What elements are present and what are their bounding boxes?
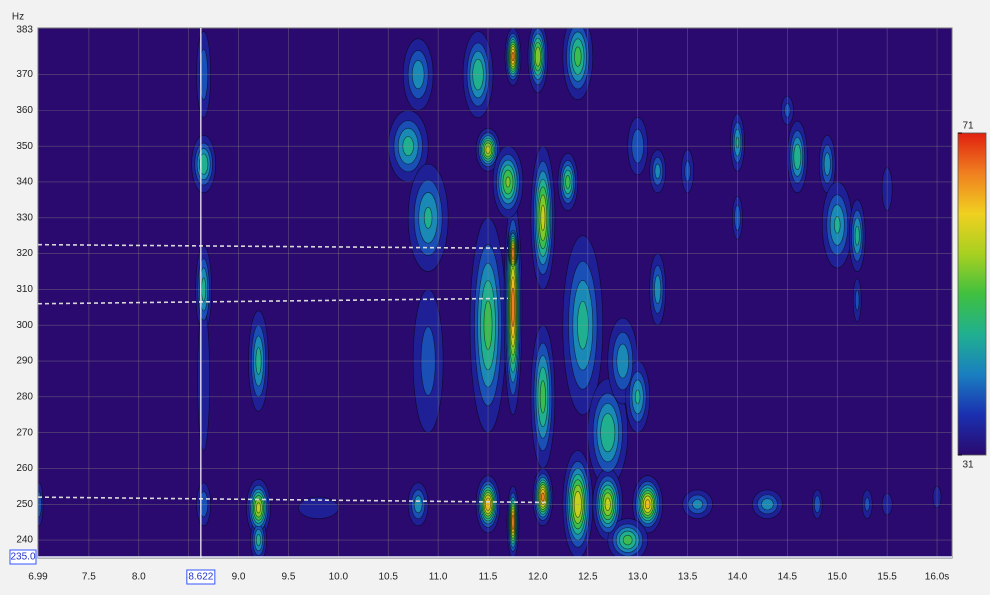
x-tick-label: 15.0 bbox=[828, 572, 848, 583]
y-tick-label: 270 bbox=[16, 427, 33, 438]
y-tick-label: 260 bbox=[16, 463, 33, 474]
colorbar-label: 71 bbox=[962, 121, 974, 132]
y-tick-label: 240 bbox=[16, 535, 33, 546]
energy-contour bbox=[541, 493, 544, 502]
x-tick-label: 12.5 bbox=[578, 572, 598, 583]
y-tick-label: 300 bbox=[16, 320, 33, 331]
x-tick-label: 11.5 bbox=[479, 572, 498, 583]
y-tick-label: 280 bbox=[16, 391, 33, 402]
y-unit: Hz bbox=[12, 12, 24, 23]
x-tick-label: 10.0 bbox=[329, 572, 349, 583]
energy-contour bbox=[512, 515, 514, 530]
y-tick-label: 383 bbox=[16, 25, 33, 36]
energy-contour bbox=[655, 164, 660, 179]
y-tick-label: 370 bbox=[16, 69, 33, 80]
energy-contour bbox=[574, 47, 581, 66]
energy-contour bbox=[855, 226, 859, 245]
x-tick-label: 12.0 bbox=[528, 572, 548, 583]
energy-contour bbox=[198, 307, 210, 450]
y-tick-label: 340 bbox=[16, 177, 33, 188]
x-tick-label: 14.0 bbox=[728, 572, 748, 583]
energy-contour bbox=[855, 290, 859, 311]
y-tick-label: 360 bbox=[16, 105, 33, 116]
energy-contour bbox=[511, 288, 514, 327]
x-cursor-label: 8.622 bbox=[188, 572, 213, 583]
y-tick-label: 350 bbox=[16, 141, 33, 152]
colorbar-label: 31 bbox=[962, 460, 974, 471]
y-tick-label: 310 bbox=[16, 284, 33, 295]
x-tick-label: 15.5 bbox=[877, 572, 897, 583]
y-tick-label: 330 bbox=[16, 212, 33, 223]
x-tick-label: 6.99 bbox=[28, 572, 48, 583]
spectrogram-window: Hz 6.997.58.089.09.510.010.511.011.512.0… bbox=[0, 0, 990, 590]
x-tick-label: 9.0 bbox=[232, 572, 246, 583]
y-cursor-label: 235.0 bbox=[10, 552, 35, 563]
x-tick-label: 7.5 bbox=[82, 572, 96, 583]
energy-contour bbox=[824, 153, 830, 176]
x-tick-label: 13.5 bbox=[678, 572, 698, 583]
x-tick-label: 8.0 bbox=[132, 572, 146, 583]
x-tick-label: 11.0 bbox=[429, 572, 448, 583]
energy-contour bbox=[512, 52, 514, 61]
x-tick-label: 9.5 bbox=[281, 572, 295, 583]
x-tick-label: 10.5 bbox=[378, 572, 398, 583]
y-tick-label: 320 bbox=[16, 248, 33, 259]
energy-contour bbox=[794, 144, 801, 170]
y-tick-label: 250 bbox=[16, 499, 33, 510]
x-tick-label: 14.5 bbox=[778, 572, 798, 583]
y-tick-label: 290 bbox=[16, 356, 33, 367]
x-tick-label: 13.0 bbox=[628, 572, 648, 583]
x-tick-label: 16.0s bbox=[925, 572, 949, 583]
colorbar bbox=[958, 133, 986, 455]
